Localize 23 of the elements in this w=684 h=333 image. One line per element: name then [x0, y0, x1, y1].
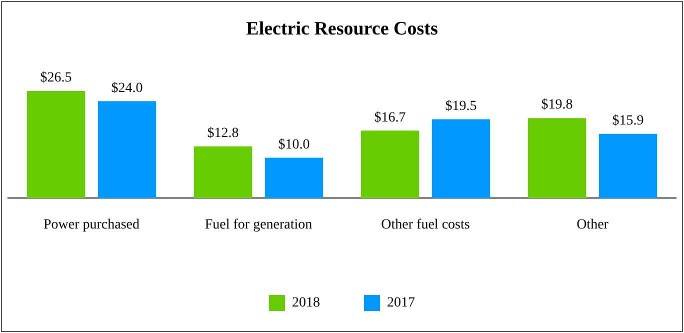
- x-tick-label: Other: [576, 217, 609, 232]
- bar: [26, 90, 86, 198]
- bar: [264, 158, 324, 198]
- data-label: $19.8: [541, 98, 573, 113]
- data-label: $12.8: [207, 126, 239, 142]
- bar: [432, 119, 490, 198]
- data-label: $15.9: [612, 114, 644, 129]
- legend-label: 2018: [292, 296, 320, 311]
- x-tick-label: Fuel for generation: [204, 217, 312, 232]
- data-label: $19.5: [445, 98, 477, 114]
- chart-title: Electric Resource Costs: [246, 18, 438, 40]
- bar: [598, 134, 658, 198]
- bar: [528, 118, 586, 198]
- x-tick-label: Other fuel costs: [381, 217, 470, 232]
- data-label: $24.0: [111, 80, 143, 96]
- bar: [98, 101, 156, 198]
- data-label: $10.0: [278, 137, 310, 152]
- data-label: $16.7: [374, 110, 406, 126]
- data-label: $26.5: [40, 70, 72, 86]
- x-tick-label: Power purchased: [43, 217, 140, 232]
- legend-label: 2017: [387, 296, 415, 311]
- bar: [360, 130, 420, 198]
- bar: [194, 146, 252, 198]
